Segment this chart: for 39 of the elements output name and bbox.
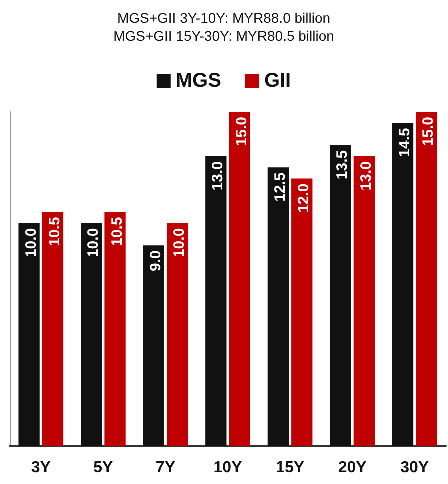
- x-tick-label: 7Y: [156, 460, 176, 476]
- data-label: 10.0: [85, 228, 102, 258]
- bar: [292, 178, 313, 446]
- data-label: 10.0: [22, 228, 40, 258]
- data-label: 10.0: [171, 228, 188, 258]
- x-tick-label: 30Y: [400, 460, 430, 476]
- data-label: 10.5: [46, 217, 64, 246]
- bar: [166, 223, 188, 446]
- bar: [330, 145, 352, 446]
- data-label: 12.5: [272, 172, 289, 202]
- bar: [42, 212, 64, 446]
- bar: [206, 156, 227, 446]
- bar: [416, 112, 438, 446]
- data-label: 14.5: [396, 128, 414, 158]
- bar: [229, 112, 250, 446]
- data-label: 9.0: [147, 250, 164, 272]
- bar: [81, 223, 102, 446]
- data-label: 13.5: [334, 150, 352, 180]
- chart-subtitle: MGS+GII 15Y-30Y: MYR80.5 billion: [114, 28, 334, 44]
- bar: [354, 156, 375, 446]
- bar: [392, 123, 414, 446]
- data-label: 10.5: [108, 217, 126, 246]
- bar: [18, 223, 40, 446]
- chart-title: MGS+GII 3Y-10Y: MYR88.0 billion: [117, 10, 331, 26]
- x-tick-label: 3Y: [31, 460, 52, 476]
- bar: [143, 246, 164, 446]
- bar: [104, 212, 126, 446]
- legend-label: GII: [264, 70, 292, 92]
- x-tick-label: 15Y: [276, 460, 305, 476]
- data-label: 13.0: [210, 162, 227, 191]
- bar: [268, 168, 290, 446]
- x-tick-label: 5Y: [94, 460, 114, 476]
- x-tick-label: 20Y: [338, 460, 368, 476]
- data-label: 12.0: [296, 184, 313, 214]
- legend-label: MGS: [176, 70, 222, 92]
- data-label: 15.0: [420, 117, 438, 146]
- data-label: 15.0: [233, 117, 250, 146]
- data-label: 13.0: [358, 162, 375, 191]
- x-tick-label: 10Y: [214, 460, 243, 476]
